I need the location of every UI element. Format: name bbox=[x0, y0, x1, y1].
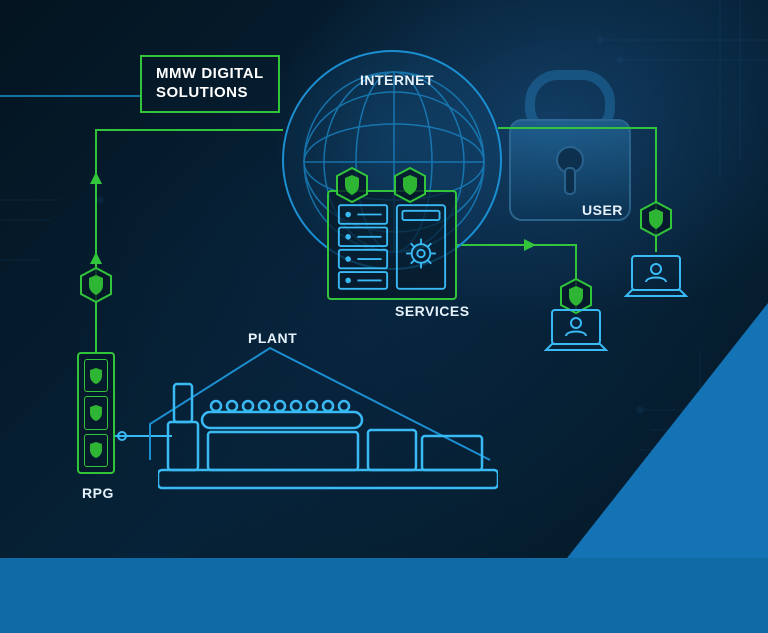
label-services: SERVICES bbox=[395, 303, 470, 319]
shield-icon bbox=[88, 404, 104, 422]
rpg-cell bbox=[84, 434, 108, 467]
rpg-cell bbox=[84, 396, 108, 429]
label-rpg: RPG bbox=[82, 485, 114, 501]
title-line2: SOLUTIONS bbox=[156, 84, 248, 101]
shield-icon bbox=[88, 441, 104, 459]
label-user: USER bbox=[582, 202, 623, 218]
user-laptop-icon bbox=[622, 252, 690, 308]
shield-icon bbox=[88, 367, 104, 385]
services-box bbox=[327, 190, 457, 300]
hex-shield bbox=[640, 201, 672, 237]
label-internet: INTERNET bbox=[360, 72, 434, 88]
plant-machine-icon bbox=[158, 382, 498, 494]
rpg-box bbox=[77, 352, 115, 474]
rpg-cell bbox=[84, 359, 108, 392]
label-plant: PLANT bbox=[248, 330, 297, 346]
hex-shield bbox=[80, 267, 112, 303]
user-laptop-icon bbox=[542, 306, 610, 362]
title-box: MMW DIGITAL SOLUTIONS bbox=[140, 55, 280, 113]
gear-panel-icon bbox=[395, 200, 447, 294]
server-rack-icon bbox=[337, 200, 389, 294]
title-line1: MMW DIGITAL bbox=[156, 65, 264, 82]
hex-shield bbox=[336, 167, 368, 203]
hex-shield bbox=[394, 167, 426, 203]
